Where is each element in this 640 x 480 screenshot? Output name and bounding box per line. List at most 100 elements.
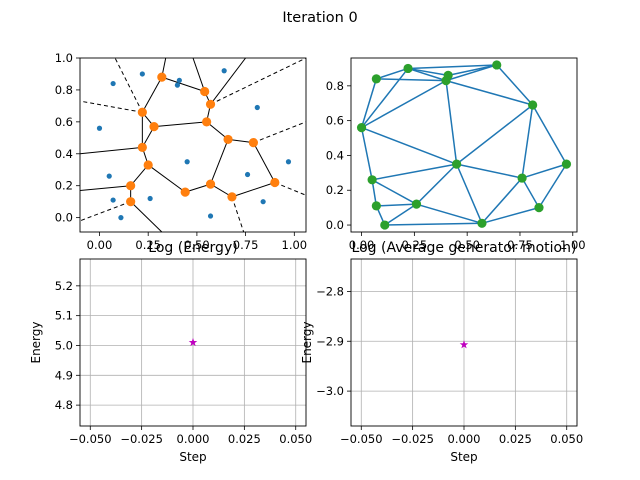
y-tick-label: −3.0 [316, 384, 344, 398]
y-tick-label: 0.8 [55, 83, 73, 97]
generator-point [260, 199, 266, 205]
voronoi-edge [80, 185, 131, 191]
x-tick-label: −0.025 [391, 432, 434, 446]
x-tick-label: 0.00 [87, 238, 113, 252]
voronoi-vertex [143, 160, 153, 170]
x-tick-label: −0.025 [120, 432, 163, 446]
voronoi-vertex [180, 187, 190, 197]
delaunay-edge [445, 64, 497, 82]
delaunay-edge [360, 78, 378, 128]
generator-point [176, 77, 182, 83]
delaunay-edge [360, 127, 373, 180]
x-tick-label: 0.000 [448, 432, 481, 446]
voronoi-vertex [149, 122, 159, 132]
delaunay-edge [531, 104, 568, 165]
plot-area [80, 58, 306, 232]
generator-point [110, 80, 116, 87]
delaunay-edge [445, 80, 458, 165]
plot-area [188, 338, 198, 347]
y-tick-label: 4.9 [55, 368, 73, 382]
voronoi-edge [80, 146, 143, 155]
delaunay-edge [407, 67, 449, 77]
delaunay-edge [445, 79, 533, 106]
delaunay-edge [384, 222, 482, 226]
voronoi-infinite-edge [231, 196, 245, 232]
delaunay-edge [407, 67, 447, 82]
delaunay-point [534, 203, 544, 213]
voronoi-edge [192, 58, 206, 92]
delaunay-edge [376, 203, 417, 207]
delaunay-point [371, 74, 381, 84]
delaunay-edge [376, 67, 409, 80]
y-tick-label: 5.2 [55, 279, 73, 293]
voronoi-vertex [205, 99, 216, 109]
delaunay-point [411, 199, 422, 209]
y-tick-label: −2.9 [316, 334, 344, 348]
y-tick-label: 0.4 [326, 148, 344, 162]
delaunay-edge [360, 67, 409, 129]
y-tick-label: 0.2 [55, 179, 73, 193]
delaunay-edge [456, 104, 534, 165]
y-tick-label: 0.4 [55, 147, 73, 161]
generator-point [106, 173, 112, 179]
x-tick-label: −0.050 [69, 432, 112, 446]
y-tick-label: 0.0 [55, 211, 73, 225]
generator-point [285, 159, 292, 165]
voronoi-vertex [205, 179, 216, 189]
delaunay-point [492, 60, 502, 70]
delaunay-edge [455, 163, 483, 224]
voronoi-vertex [200, 86, 210, 97]
generator-point [147, 195, 153, 202]
axes-frame [79, 57, 307, 233]
voronoi-vertex [137, 107, 147, 117]
x-tick-label: 0.00 [349, 238, 375, 252]
delaunay-point [528, 100, 538, 110]
y-tick-label: 0.8 [326, 79, 344, 93]
y-tick-label: 5.1 [55, 309, 73, 323]
x-axis-label: Step [450, 450, 477, 464]
delaunay-edge [538, 163, 568, 209]
y-tick-label: 1.0 [55, 51, 73, 65]
voronoi-edge [130, 201, 163, 232]
y-tick-label: 0.6 [326, 114, 344, 128]
voronoi-edge [206, 121, 229, 140]
delaunay-edge [371, 179, 417, 205]
subplot-motion: −0.050 −0.025 0.000 0.025 0.050 −2.8 −2.9 −3.0 L… [300, 240, 583, 464]
x-tick-label: 1.00 [282, 238, 308, 252]
delaunay-point [371, 201, 381, 211]
x-tick-label: 0.000 [177, 432, 210, 446]
x-tick-label: 0.50 [184, 238, 210, 252]
delaunay-edge [407, 64, 497, 70]
tick-group: 0.00 0.25 0.50 0.75 1.00 0.0 0.2 0.4 0.6 0.8 [326, 79, 586, 252]
voronoi-vertex [126, 181, 136, 191]
voronoi-vertex [248, 138, 258, 148]
voronoi-edge [161, 76, 205, 92]
x-tick-label: 0.050 [279, 432, 312, 446]
delaunay-point [477, 218, 487, 228]
subplot-grid: 0.00 0.25 0.50 0.75 1.000.00.20.40.60.81.00.… [29, 51, 586, 464]
y-tick-label: 0.2 [326, 183, 344, 197]
voronoi-vertex [270, 177, 280, 188]
delaunay-edge [521, 104, 534, 179]
delaunay-point [517, 173, 527, 183]
x-tick-label: 0.50 [454, 238, 480, 252]
tick-group: −0.050 −0.025 0.000 0.025 0.050 −2.8 −2.9 −3.0 [316, 284, 583, 446]
x-tick-label: 1.00 [560, 238, 586, 252]
voronoi-edge [210, 58, 247, 105]
generator-point [174, 82, 181, 88]
voronoi-edge [147, 164, 186, 193]
generator-point [254, 104, 260, 111]
delaunay-point [380, 220, 390, 230]
delaunay-point [441, 76, 451, 86]
voronoi-vertex [157, 72, 167, 82]
generator-point [96, 125, 103, 131]
tick-group: −0.050 −0.025 0.000 0.025 0.050 4.8 4.9 5.0 5.1 5… [55, 279, 312, 446]
voronoi-infinite-edge [253, 121, 306, 144]
y-tick-label: −2.8 [316, 284, 344, 298]
x-axis-label: Step [179, 450, 206, 464]
x-tick-label: 0.25 [402, 238, 428, 252]
generator-point [221, 68, 227, 74]
voronoi-edge [141, 76, 163, 113]
generator-point [244, 171, 251, 178]
